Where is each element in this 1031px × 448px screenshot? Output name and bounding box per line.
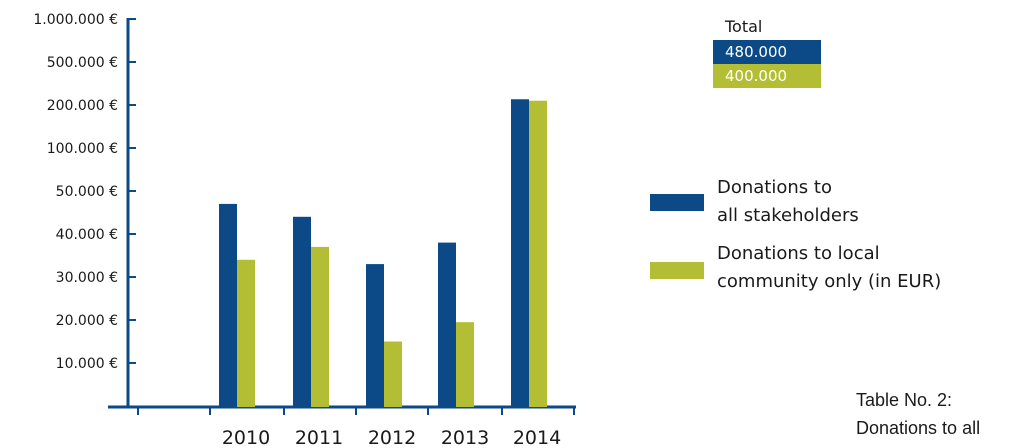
legend-item-all-stakeholders: Donations to all stakeholders xyxy=(650,174,1031,240)
legend: Donations to all stakeholders Donations … xyxy=(650,174,1031,306)
total-value-local-community: 400.000 xyxy=(713,64,821,88)
table-caption: Table No. 2: Donations to all xyxy=(856,386,980,442)
legend-label-all-stakeholders: Donations to all stakeholders xyxy=(717,177,859,226)
bar-2012-series-2 xyxy=(384,341,402,407)
y-tick-label: 50.000 € xyxy=(56,184,118,200)
bar-2010-series-2 xyxy=(237,259,255,407)
caption-line-1: Table No. 2: xyxy=(856,390,953,410)
y-tick-label: 1.000.000 € xyxy=(33,12,118,28)
y-axis: 10.000 € 20.000 € 30.000 € 40.000 € 50.000 €… xyxy=(33,12,136,407)
y-tick-label: 30.000 € xyxy=(56,270,118,286)
total-value-all-stakeholders: 480.000 xyxy=(713,40,821,64)
total-box: Total 480.000 400.000 xyxy=(713,14,821,88)
bar-chart: 10.000 € 20.000 € 30.000 € 40.000 € 50.000 €… xyxy=(33,12,576,448)
legend-swatch-all-stakeholders xyxy=(650,194,704,211)
bar-2011-series-2 xyxy=(311,246,329,407)
y-tick-label: 10.000 € xyxy=(56,356,118,372)
y-tick-label: 40.000 € xyxy=(56,227,118,243)
legend-label-local-community: Donations to local community only (in EU… xyxy=(717,243,942,292)
bar-2013-series-2 xyxy=(456,322,474,407)
caption-line-2: Donations to all xyxy=(856,418,981,438)
y-tick-label: 500.000 € xyxy=(47,55,118,71)
bar-2013-series-1 xyxy=(438,242,456,407)
bar-2014-series-2 xyxy=(529,100,547,407)
y-tick-label: 200.000 € xyxy=(47,98,118,114)
bar-2014-series-1 xyxy=(511,99,529,408)
bar-2010-series-1 xyxy=(219,203,237,407)
x-tick-label: 2014 xyxy=(513,427,561,448)
legend-item-local-community: Donations to local community only (in EU… xyxy=(650,240,1031,306)
bar-2012-series-1 xyxy=(366,264,384,407)
x-axis: 2010 2011 2012 2013 2014 xyxy=(108,405,576,448)
x-tick-label: 2011 xyxy=(295,427,343,448)
legend-swatch-local-community xyxy=(650,262,704,279)
total-title: Total xyxy=(725,17,763,36)
y-tick-label: 20.000 € xyxy=(56,313,118,329)
x-tick-label: 2012 xyxy=(368,427,416,448)
x-tick-label: 2010 xyxy=(222,427,270,448)
bars xyxy=(219,99,547,408)
y-tick-label: 100.000 € xyxy=(47,141,118,157)
x-tick-label: 2013 xyxy=(441,427,489,448)
bar-2011-series-1 xyxy=(293,216,311,407)
